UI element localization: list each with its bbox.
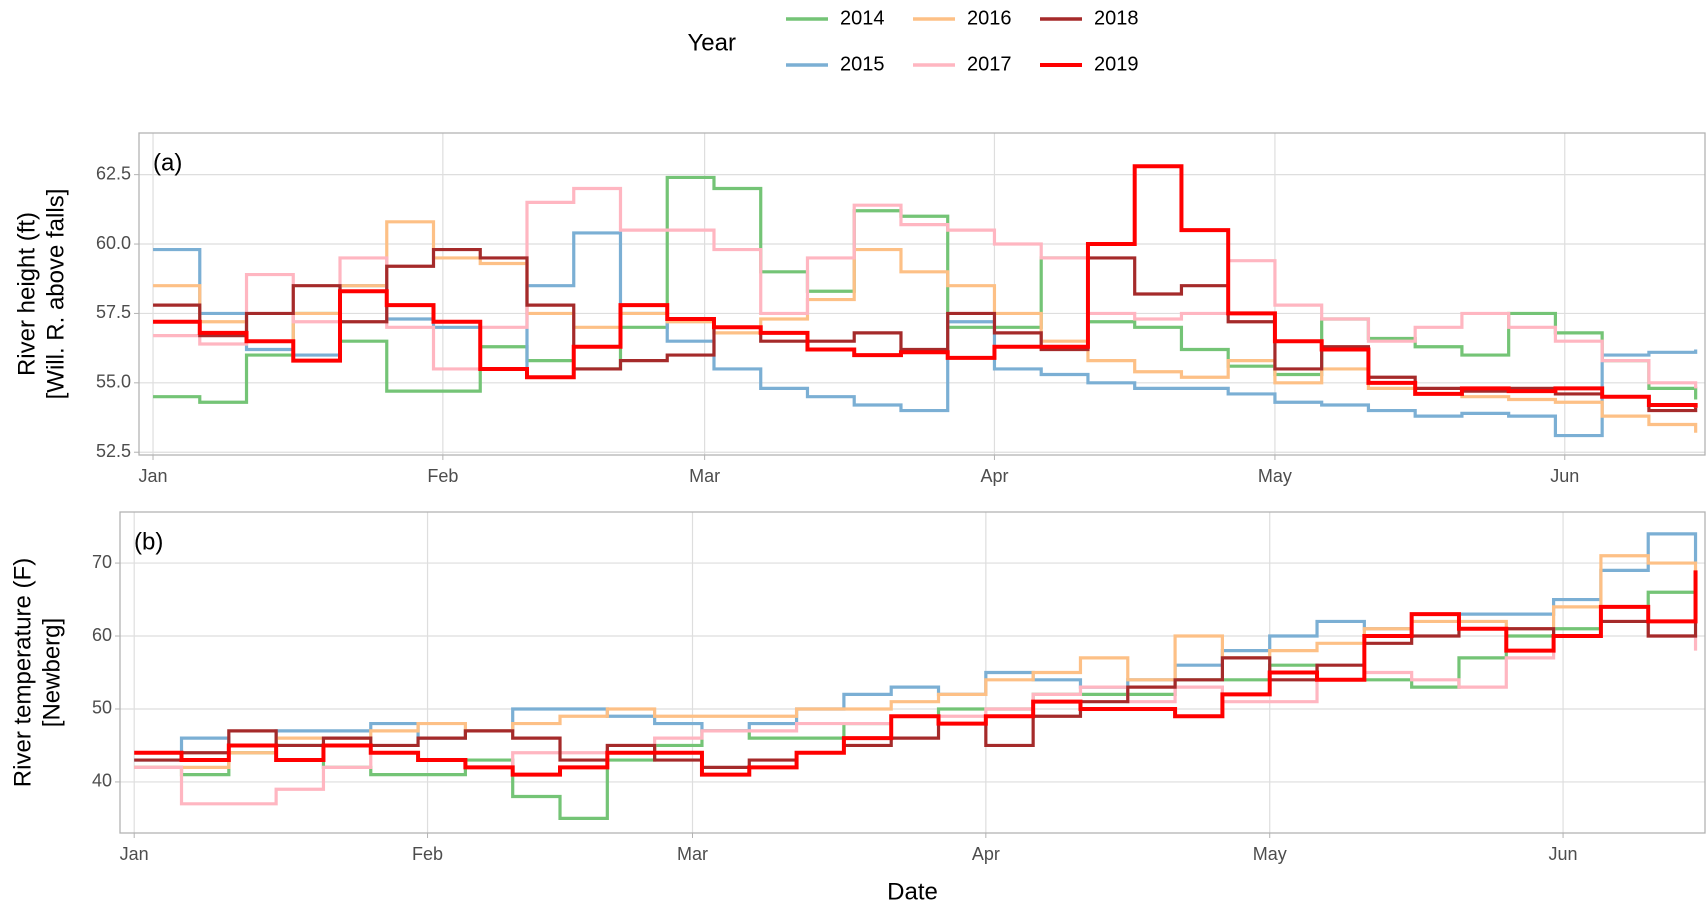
series-line <box>153 164 1698 408</box>
x-tick-label: Jun <box>1550 466 1579 486</box>
x-tick-label: Mar <box>689 466 720 486</box>
x-axis-title: Date <box>887 878 938 905</box>
legend-label: 2019 <box>1094 53 1139 75</box>
x-tick-label: Mar <box>677 844 708 864</box>
legend-title: Year <box>688 29 737 56</box>
series-line <box>153 186 1698 389</box>
y-tick-label: 57.5 <box>96 302 131 322</box>
y-axis-title: River height (ft) <box>13 212 40 376</box>
y-tick-label: 60 <box>92 625 112 645</box>
x-tick-label: Feb <box>412 844 443 864</box>
legend-label: 2018 <box>1094 7 1139 29</box>
plot-panel <box>120 512 1705 833</box>
x-tick-label: May <box>1258 466 1292 486</box>
legend-label: 2015 <box>840 53 885 75</box>
series-line <box>134 619 1698 769</box>
panel-annotation: (a) <box>153 149 182 176</box>
series-line <box>134 570 1698 777</box>
x-tick-label: Jan <box>120 844 149 864</box>
y-tick-label: 52.5 <box>96 441 131 461</box>
plot-border <box>138 132 1706 456</box>
x-tick-label: Apr <box>972 844 1000 864</box>
y-tick-label: 40 <box>92 771 112 791</box>
panel-annotation: (b) <box>134 528 163 555</box>
series-line <box>153 175 1698 404</box>
y-tick-label: 55.0 <box>96 372 131 392</box>
legend-label: 2014 <box>840 7 885 29</box>
x-tick-label: Apr <box>980 466 1008 486</box>
series-line <box>153 231 1698 438</box>
legend-label: 2016 <box>967 7 1012 29</box>
x-tick-label: Jun <box>1549 844 1578 864</box>
plot-border <box>119 511 1706 834</box>
y-tick-label: 60.0 <box>96 233 131 253</box>
x-tick-label: Jan <box>139 466 168 486</box>
y-tick-label: 70 <box>92 552 112 572</box>
legend-label: 2017 <box>967 53 1012 75</box>
x-tick-label: Feb <box>427 466 458 486</box>
x-tick-label: May <box>1253 844 1287 864</box>
y-axis-title: River temperature (F) <box>9 558 36 787</box>
y-axis-title: [Newberg] <box>38 618 65 727</box>
plot-panel <box>139 133 1705 455</box>
y-axis-title: [Will. R. above falls] <box>42 189 69 400</box>
y-tick-label: 62.5 <box>96 163 131 183</box>
y-tick-label: 50 <box>92 698 112 718</box>
